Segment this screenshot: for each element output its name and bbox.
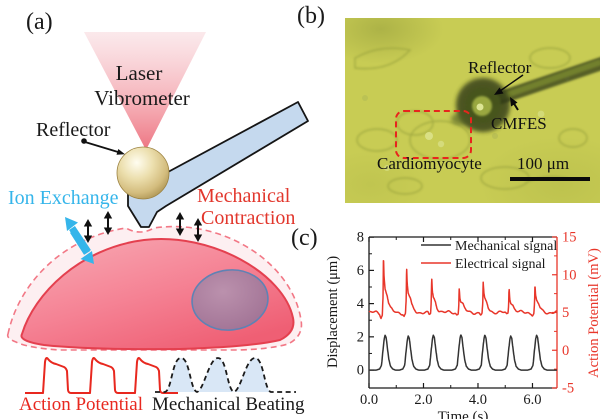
micrograph-image: Reflector CMFES Cardiomyocyte 100 μm: [345, 18, 600, 203]
svg-text:0.0: 0.0: [360, 392, 378, 408]
cmfes-label: CMFES: [491, 114, 547, 133]
signals-chart: Displacement (μm) Action Potential (mV) …: [325, 230, 602, 419]
panel-a-label: (a): [26, 9, 53, 35]
svg-text:6.0: 6.0: [523, 392, 541, 408]
laser-label-line2: Vibrometer: [94, 86, 190, 110]
legend-mechanical-label: Mechanical signal: [455, 239, 557, 254]
svg-text:0: 0: [357, 363, 364, 379]
panel-b-label: (b): [297, 3, 325, 29]
ion-exchange-arrows: [65, 217, 94, 264]
mechanical-beating-label: Mechanical Beating: [152, 394, 305, 415]
legend-electrical-label: Electrical signal: [455, 257, 546, 272]
scale-bar: [510, 177, 590, 181]
panel-c-label: (c): [291, 225, 318, 251]
reflector-label: Reflector: [36, 119, 111, 141]
mechanical-contraction-label-line1: Mechanical: [197, 185, 291, 207]
x-axis-title: Time (s): [438, 409, 489, 419]
cell-nucleus: [191, 269, 269, 331]
mechanical-beating-waveform: [155, 357, 296, 393]
laser-beam-cone: [84, 32, 206, 150]
svg-text:5: 5: [562, 305, 569, 321]
panel-a-diagram: Laser Vibrometer Reflector: [6, 32, 309, 415]
cardiomyocyte-cell: [6, 225, 303, 351]
reflector-sphere: [116, 146, 170, 200]
right-axis-title: Action Potential (mV): [586, 248, 602, 378]
laser-label-line1: Laser: [116, 61, 163, 85]
svg-text:10: 10: [562, 267, 577, 283]
mechanical-contraction-label-line2: Contraction: [201, 207, 295, 229]
reflector-annotation-arrow: [494, 74, 524, 95]
svg-text:6: 6: [357, 263, 364, 279]
micrograph-reflector-label: Reflector: [468, 58, 532, 77]
chart-axes: 0.0 2.0 4.0 6.0 0 2 4 6 8 -5 0 5 10 15: [357, 230, 577, 409]
cmfes-annotation-arrow: [510, 97, 519, 111]
svg-text:2: 2: [357, 329, 364, 345]
cardiomyocyte-label: Cardiomyocyte: [377, 154, 482, 173]
ion-exchange-label: Ion Exchange: [8, 187, 119, 209]
svg-text:2.0: 2.0: [414, 392, 432, 408]
svg-text:-5: -5: [562, 381, 574, 397]
svg-text:8: 8: [357, 230, 364, 246]
chart-traces: [368, 260, 558, 371]
scale-bar-label: 100 μm: [517, 154, 570, 173]
svg-text:15: 15: [562, 230, 577, 246]
svg-text:4: 4: [357, 296, 365, 312]
svg-text:4.0: 4.0: [469, 392, 487, 408]
chart-legend: Mechanical signal Electrical signal: [421, 239, 557, 272]
micrograph-overlay: [354, 47, 600, 195]
reflector-pointer-arrow: [81, 138, 125, 155]
svg-text:0: 0: [562, 343, 569, 359]
cardiomyocyte-roi-box: [395, 110, 472, 159]
action-potential-waveform: [25, 357, 178, 394]
action-potential-label: Action Potential: [19, 394, 143, 415]
left-axis-title: Displacement (μm): [325, 256, 341, 368]
